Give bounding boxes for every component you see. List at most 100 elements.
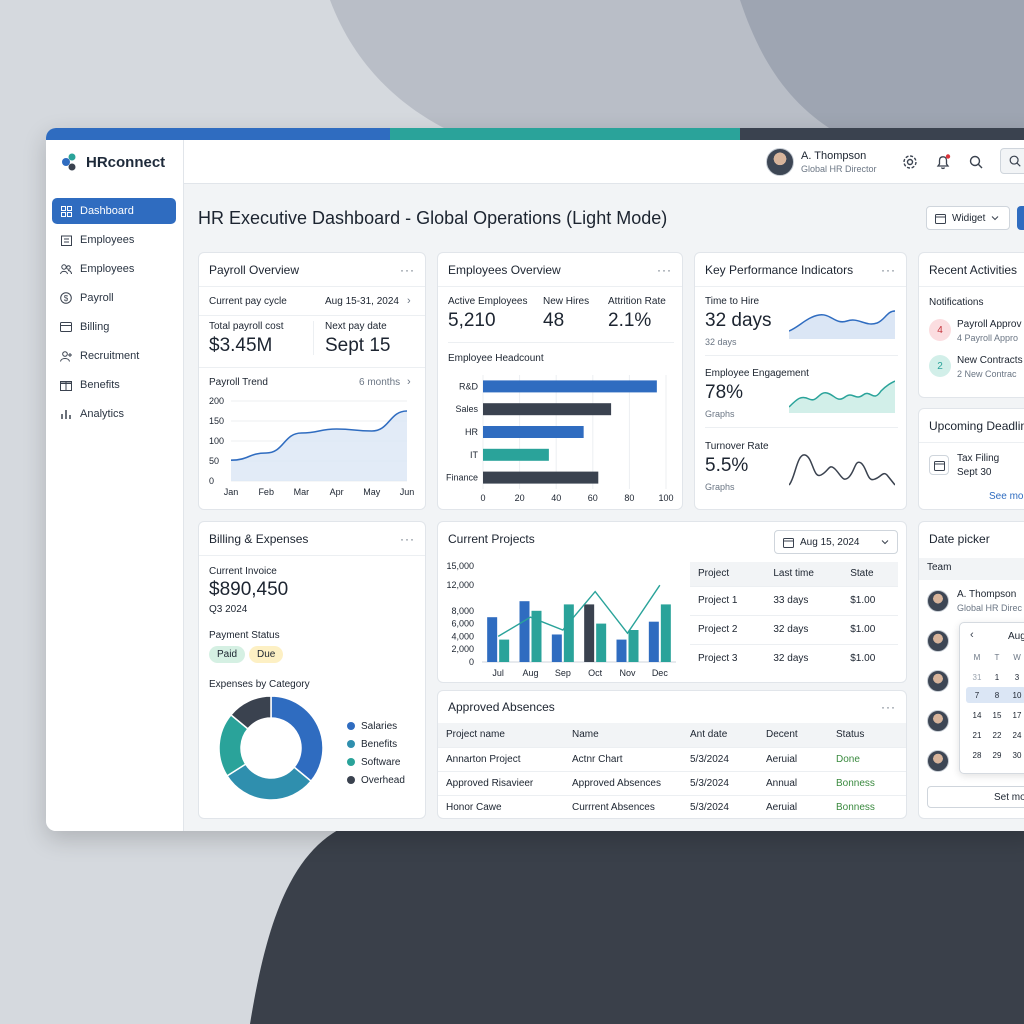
bar bbox=[628, 630, 639, 662]
expenses-legend: Salaries Benefits Software Overhead bbox=[347, 717, 405, 789]
invoice-value: $890,450 bbox=[209, 579, 289, 600]
calendar-day[interactable]: 3 bbox=[1014, 673, 1020, 682]
column-header[interactable]: Decent bbox=[758, 723, 828, 747]
table-cell: Aeruial bbox=[758, 746, 828, 771]
bar bbox=[499, 639, 510, 662]
weekday-label: W bbox=[1013, 653, 1021, 662]
x-tick-label: Dec bbox=[652, 668, 669, 678]
table-row[interactable]: Annarton Project Actnr Chart 5/3/2024 Aerui… bbox=[438, 746, 906, 771]
sidebar-item-employees[interactable]: Employees bbox=[52, 227, 176, 253]
more-icon[interactable]: ··· bbox=[657, 262, 672, 277]
sidebar-item-label: Dashboard bbox=[80, 205, 134, 217]
kpi-value: 32 days bbox=[705, 310, 772, 331]
table-cell: Approved Absences bbox=[564, 770, 682, 795]
sidebar-item-employees-people[interactable]: Employees bbox=[52, 256, 176, 282]
sidebar-item-payroll[interactable]: $ Payroll bbox=[52, 285, 176, 311]
legend-swatch bbox=[347, 758, 355, 766]
sidebar-item-label: Employees bbox=[80, 234, 135, 246]
sidebar-item-analytics[interactable]: Analytics bbox=[52, 401, 176, 427]
grid-icon bbox=[60, 205, 72, 217]
calendar-day[interactable]: 21 bbox=[972, 731, 982, 740]
calendar-day[interactable]: 22 bbox=[992, 731, 1002, 740]
chevron-right-icon[interactable]: › bbox=[407, 295, 411, 307]
calendar-day[interactable]: 17 bbox=[1012, 711, 1022, 720]
status-cell: Bonness bbox=[828, 794, 906, 818]
sidebar-item-dashboard[interactable]: Dashboard bbox=[52, 198, 176, 224]
calendar-day[interactable]: 8 bbox=[994, 691, 1000, 700]
kpi-label: Turnover Rate bbox=[705, 441, 769, 452]
table-row[interactable]: Project 3 32 days $1.00 bbox=[690, 643, 898, 673]
sidebar-item-billing[interactable]: Billing bbox=[52, 314, 176, 340]
sidebar-item-recruitment[interactable]: Recruitment bbox=[52, 343, 176, 369]
more-icon[interactable]: ··· bbox=[400, 262, 415, 277]
sidebar-item-benefits[interactable]: Benefits bbox=[52, 372, 176, 398]
status-badge: Paid bbox=[209, 646, 246, 663]
column-header[interactable]: Project name bbox=[438, 723, 564, 747]
y-tick-label: 2,000 bbox=[451, 644, 474, 654]
column-header[interactable]: Ant date bbox=[682, 723, 758, 747]
x-tick-label: May bbox=[363, 487, 381, 497]
x-tick-label: 40 bbox=[551, 493, 561, 503]
gift-icon bbox=[60, 379, 72, 391]
primary-action-button[interactable] bbox=[1017, 206, 1024, 230]
avatar bbox=[766, 148, 794, 176]
table-row[interactable]: Project 1 33 days $1.00 bbox=[690, 585, 898, 615]
widget-button[interactable]: Widiget bbox=[926, 206, 1010, 230]
chevron-down-icon bbox=[881, 540, 889, 545]
trend-range[interactable]: 6 months bbox=[359, 377, 401, 388]
bar bbox=[584, 604, 595, 662]
people-icon bbox=[60, 263, 72, 275]
column-header[interactable]: Last time bbox=[765, 562, 843, 586]
x-tick-label: Mar bbox=[294, 487, 310, 497]
column-header[interactable]: Status bbox=[828, 723, 906, 747]
search-icon bbox=[1009, 155, 1021, 167]
bar bbox=[551, 634, 562, 662]
notification-badge: 2 bbox=[929, 355, 951, 377]
card-title: Payroll Overview bbox=[209, 262, 300, 277]
column-header[interactable]: Name bbox=[564, 723, 682, 747]
column-header[interactable]: State bbox=[842, 562, 898, 586]
avatar bbox=[927, 670, 949, 692]
table-row[interactable]: Project 2 32 days $1.00 bbox=[690, 614, 898, 644]
table-cell: Project 2 bbox=[690, 614, 766, 644]
total-payroll-label: Total payroll cost bbox=[209, 321, 284, 332]
calendar-day[interactable]: 14 bbox=[972, 711, 982, 720]
more-icon[interactable]: ··· bbox=[881, 700, 896, 714]
user-profile[interactable]: A. Thompson Global HR Director bbox=[766, 148, 877, 176]
search-icon[interactable] bbox=[966, 152, 986, 172]
x-tick-label: 20 bbox=[515, 493, 525, 503]
calendar-day[interactable]: 28 bbox=[972, 751, 982, 760]
activity-title[interactable]: New Contracts bbox=[957, 355, 1023, 366]
search-field[interactable] bbox=[1000, 148, 1024, 174]
bell-icon[interactable] bbox=[933, 152, 953, 172]
table-row[interactable]: Approved Risavieer Approved Absences 5/3/2… bbox=[438, 770, 906, 795]
x-tick-label: 100 bbox=[658, 493, 673, 503]
date-select[interactable]: Aug 15, 2024 bbox=[774, 530, 898, 554]
calendar-day[interactable]: 29 bbox=[992, 751, 1002, 760]
member-role: Global HR Direc bbox=[957, 603, 1023, 613]
calendar-day[interactable]: 24 bbox=[1012, 731, 1022, 740]
see-more-link[interactable]: See mo bbox=[989, 491, 1024, 502]
more-icon[interactable]: ··· bbox=[881, 262, 896, 277]
new-hires-value: 48 bbox=[543, 310, 565, 331]
chevron-right-icon[interactable]: › bbox=[407, 376, 411, 388]
payroll-trend-chart: 0 50 100 150 200 Jan Feb Mar Apr May Jun bbox=[209, 396, 414, 497]
chevron-left-icon[interactable]: ‹ bbox=[970, 629, 974, 641]
app-logo[interactable]: HRconnect bbox=[46, 140, 183, 184]
column-header[interactable]: Project bbox=[690, 562, 766, 586]
table-row[interactable]: Honor Cawe Currrent Absences 5/3/2024 Aerui… bbox=[438, 794, 906, 818]
top-accent-stripe bbox=[46, 128, 1024, 140]
calendar-day[interactable]: 15 bbox=[992, 711, 1002, 720]
calendar-day[interactable]: 31 bbox=[972, 673, 982, 682]
set-more-button[interactable]: Set mo bbox=[927, 786, 1024, 808]
more-icon[interactable]: ··· bbox=[400, 531, 415, 546]
y-tick-label: 150 bbox=[209, 416, 224, 426]
legend-item: Overhead bbox=[347, 771, 405, 789]
calendar-day[interactable]: 7 bbox=[974, 691, 980, 700]
calendar-day[interactable]: 1 bbox=[994, 673, 1000, 682]
current-projects-card: Current Projects Aug 15, 2024 0 2,000 4,00… bbox=[437, 521, 907, 683]
calendar-day[interactable]: 10 bbox=[1012, 691, 1022, 700]
activity-title[interactable]: Payroll Approv bbox=[957, 319, 1022, 330]
gear-icon[interactable] bbox=[900, 152, 920, 172]
calendar-day[interactable]: 30 bbox=[1012, 751, 1022, 760]
